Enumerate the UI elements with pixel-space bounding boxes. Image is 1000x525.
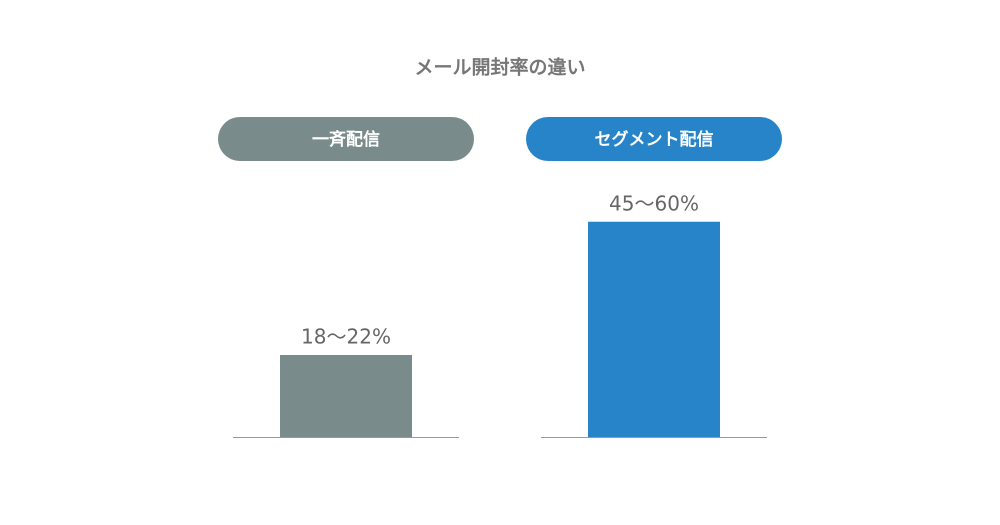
category-pill	[218, 117, 474, 161]
bar	[280, 355, 412, 437]
bar	[588, 221, 720, 437]
category-pill	[526, 117, 782, 161]
category-label: 一斉配信	[312, 129, 380, 150]
value-label: 45〜60%	[609, 191, 699, 215]
chart-title: メール開封率の違い	[414, 56, 585, 79]
value-label: 18〜22%	[301, 325, 391, 349]
category-label: セグメント配信	[595, 129, 714, 150]
